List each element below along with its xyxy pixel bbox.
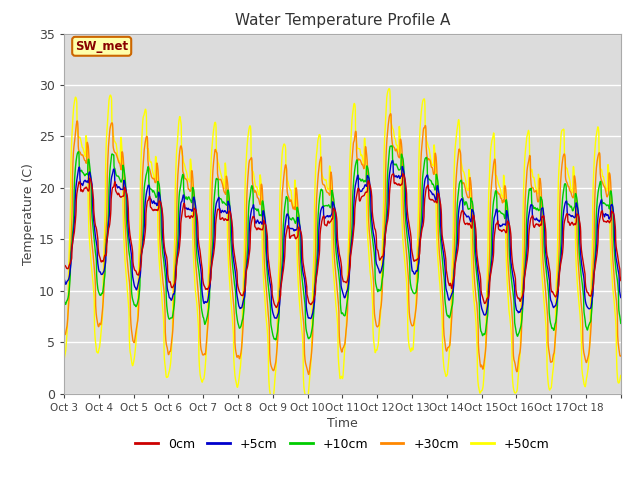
Text: SW_met: SW_met	[75, 40, 128, 53]
+50cm	[376, 318, 384, 324]
+30cm	[305, 372, 312, 377]
+50cm	[268, 398, 276, 404]
0cm	[116, 193, 124, 199]
+10cm	[609, 216, 617, 222]
+5cm	[236, 305, 244, 311]
+50cm	[542, 321, 550, 327]
+30cm	[116, 160, 124, 166]
+30cm	[60, 331, 68, 337]
Line: +30cm: +30cm	[64, 114, 621, 374]
+30cm	[236, 355, 244, 361]
0cm	[273, 305, 280, 311]
0cm	[609, 210, 617, 216]
+5cm	[511, 284, 518, 289]
+50cm	[511, 389, 518, 395]
+10cm	[60, 298, 68, 304]
+5cm	[376, 270, 384, 276]
+5cm	[542, 251, 550, 256]
+10cm	[388, 143, 396, 149]
+30cm	[511, 359, 518, 364]
Legend: 0cm, +5cm, +10cm, +30cm, +50cm: 0cm, +5cm, +10cm, +30cm, +50cm	[130, 433, 555, 456]
+10cm	[236, 325, 244, 331]
+30cm	[617, 353, 625, 359]
+10cm	[116, 176, 124, 181]
+30cm	[609, 262, 617, 268]
+50cm	[385, 86, 393, 92]
0cm	[511, 270, 518, 276]
0cm	[236, 289, 244, 295]
+50cm	[60, 357, 68, 363]
0cm	[60, 261, 68, 267]
+50cm	[116, 159, 124, 165]
+5cm	[60, 276, 68, 281]
+5cm	[617, 295, 625, 300]
+10cm	[376, 288, 384, 293]
Line: +5cm: +5cm	[64, 161, 621, 319]
+30cm	[542, 292, 550, 298]
0cm	[542, 230, 550, 236]
0cm	[617, 277, 625, 283]
+50cm	[609, 290, 617, 296]
+50cm	[617, 372, 625, 378]
+5cm	[609, 208, 617, 214]
Title: Water Temperature Profile A: Water Temperature Profile A	[235, 13, 450, 28]
Line: 0cm: 0cm	[64, 174, 621, 308]
+30cm	[387, 111, 394, 117]
+5cm	[388, 158, 396, 164]
+50cm	[236, 370, 244, 375]
+10cm	[511, 317, 518, 323]
0cm	[399, 171, 407, 177]
Line: +50cm: +50cm	[64, 89, 621, 401]
X-axis label: Time: Time	[327, 417, 358, 430]
Line: +10cm: +10cm	[64, 146, 621, 340]
+5cm	[307, 316, 314, 322]
+10cm	[542, 264, 550, 270]
+30cm	[376, 310, 384, 315]
0cm	[376, 257, 384, 263]
Y-axis label: Temperature (C): Temperature (C)	[22, 163, 35, 264]
+5cm	[116, 184, 124, 190]
+10cm	[617, 321, 625, 326]
+10cm	[272, 337, 280, 343]
